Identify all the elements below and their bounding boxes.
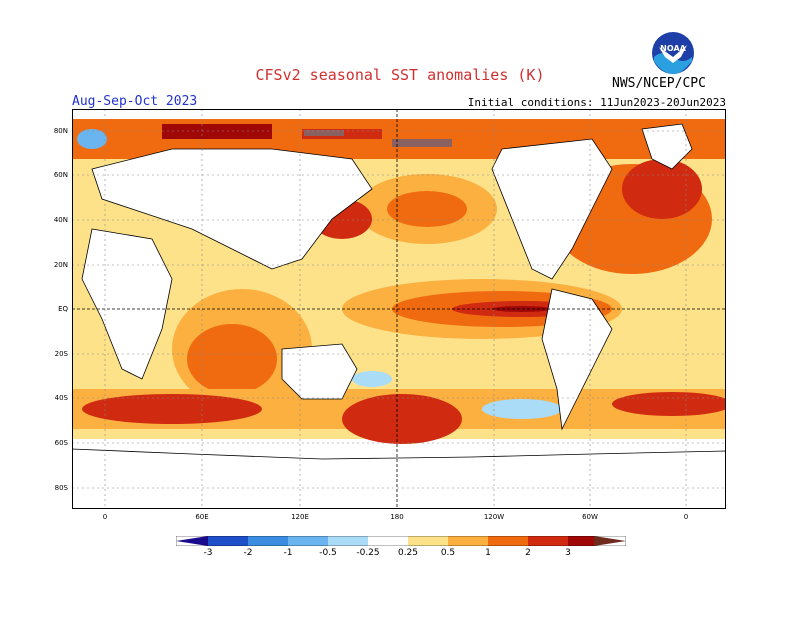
lon-label: 120E bbox=[291, 513, 309, 521]
colorbar-label: 1 bbox=[485, 548, 491, 558]
colorbar-label: 2 bbox=[525, 548, 531, 558]
greenland-land bbox=[641, 123, 693, 170]
colorbar-label: -0.25 bbox=[356, 548, 380, 558]
lon-label: 0 bbox=[102, 513, 108, 521]
noaa-logo: NOAA bbox=[652, 32, 694, 75]
lon-label: 120W bbox=[483, 513, 505, 521]
colorbar-label: 3 bbox=[565, 548, 571, 558]
lat-label: 80N bbox=[53, 127, 68, 135]
lat-label: 40N bbox=[53, 216, 68, 224]
chart-title: CFSv2 seasonal SST anomalies (K) bbox=[255, 66, 545, 84]
africa-land bbox=[81, 228, 173, 380]
colorbar-label: -3 bbox=[203, 548, 213, 558]
antarctica-land bbox=[71, 448, 727, 510]
agency-label: NWS/NCEP/CPC bbox=[612, 76, 706, 91]
svg-text:NOAA: NOAA bbox=[660, 44, 686, 53]
lat-label: EQ bbox=[58, 305, 68, 313]
lat-label: 60N bbox=[53, 171, 68, 179]
colorbar-label: 0.5 bbox=[440, 548, 456, 558]
north-america-land bbox=[491, 138, 613, 280]
lat-label: 40S bbox=[54, 394, 68, 402]
map-frame bbox=[72, 109, 726, 509]
lat-label: 20S bbox=[54, 350, 68, 358]
south-pacific-cool bbox=[482, 399, 562, 419]
season-label: Aug-Sep-Oct 2023 bbox=[72, 94, 198, 109]
map-svg bbox=[71, 109, 732, 510]
colorbar bbox=[176, 536, 626, 546]
australia-land bbox=[281, 343, 358, 400]
colorbar-label: -0.5 bbox=[319, 548, 337, 558]
colorbar-label: 0.25 bbox=[397, 548, 419, 558]
lat-label: 80S bbox=[54, 484, 68, 492]
lon-label: 0 bbox=[683, 513, 689, 521]
lat-label: 60S bbox=[54, 439, 68, 447]
lon-label: 60E bbox=[195, 513, 209, 521]
southern-ocean-warm bbox=[82, 394, 262, 424]
colorbar-label: -2 bbox=[243, 548, 253, 558]
lon-label: 60W bbox=[582, 513, 598, 521]
lat-label: 20N bbox=[53, 261, 68, 269]
colorbar-label: -1 bbox=[283, 548, 293, 558]
lon-label: 180 bbox=[390, 513, 404, 521]
initial-conditions-label: Initial conditions: 11Jun2023-20Jun2023 bbox=[467, 96, 726, 109]
eurasia-land bbox=[91, 148, 373, 270]
sst-anomaly-map: 80N 60N 40N 20N EQ 20S 40S 60S 80S 0 60E… bbox=[54, 109, 732, 521]
